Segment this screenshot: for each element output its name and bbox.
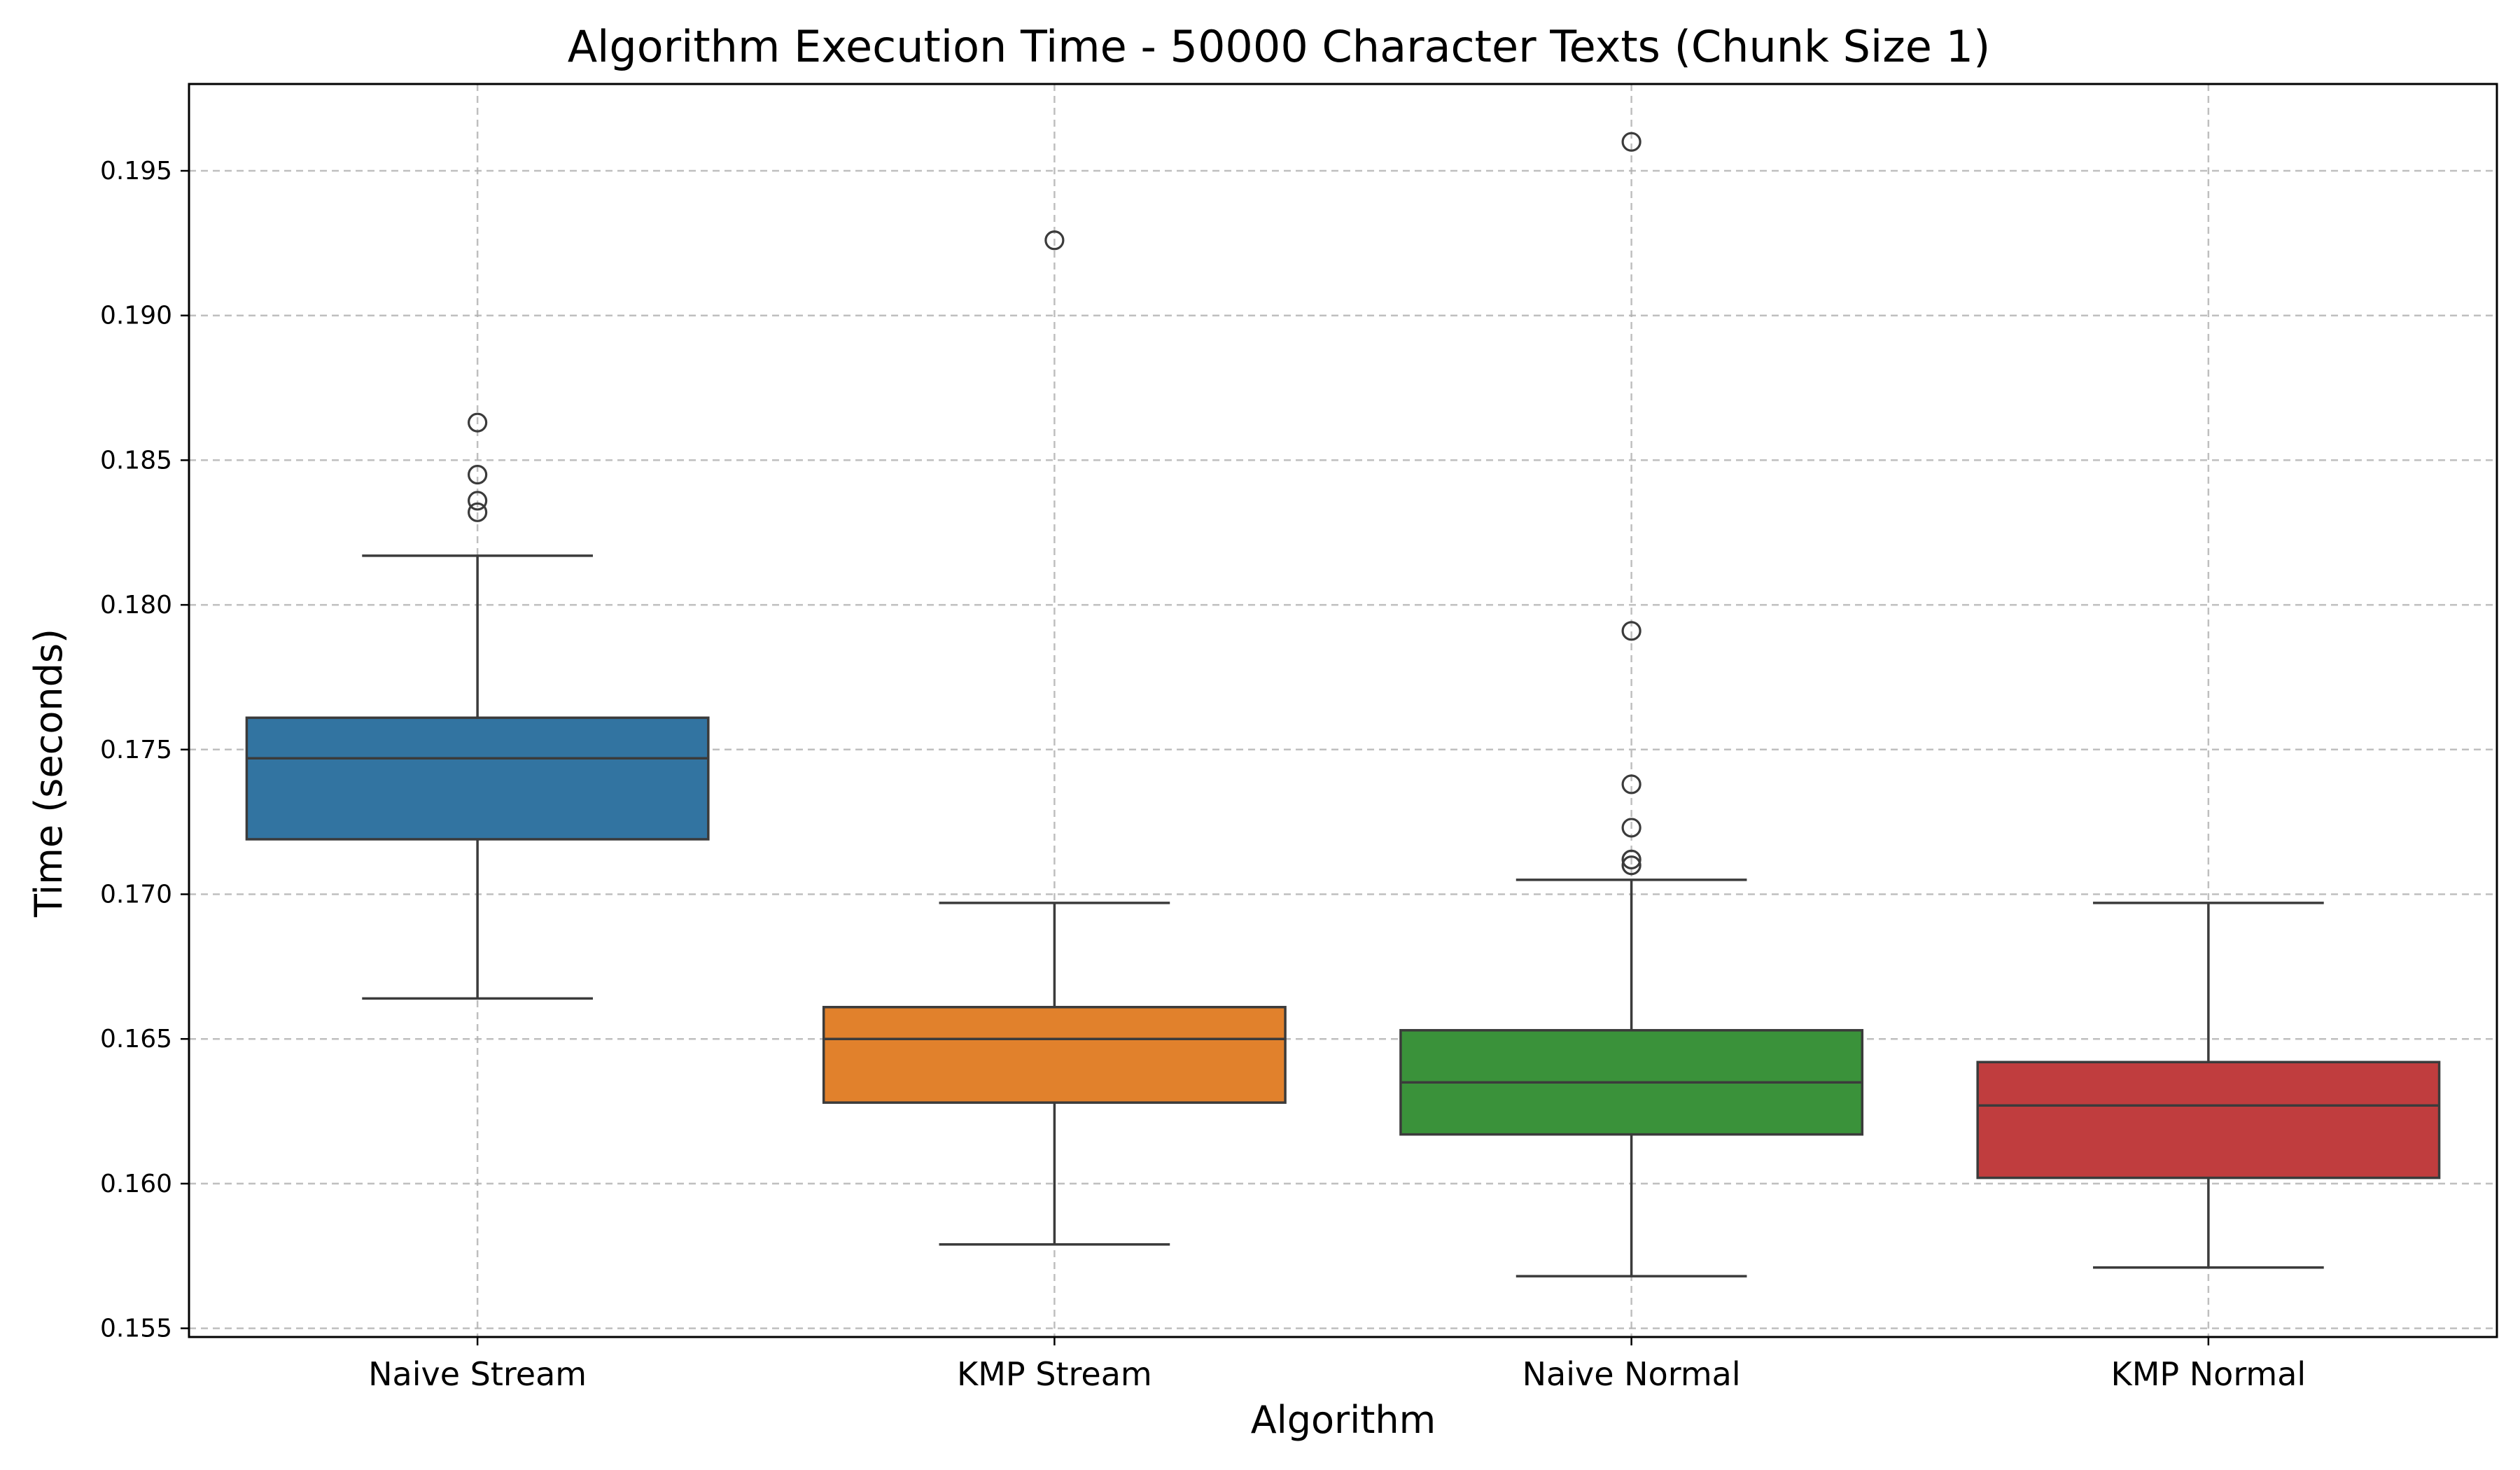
box-4	[1976, 902, 2441, 1269]
y-tick-label: 0.170	[100, 881, 172, 909]
x-tick-label: Naive Stream	[368, 1355, 587, 1393]
outlier-point	[1621, 774, 1642, 794]
plot-frame	[188, 83, 2498, 1338]
outlier-point	[468, 502, 488, 522]
box-3	[1399, 132, 1864, 1278]
outlier-point	[468, 491, 488, 511]
y-tick-label: 0.195	[100, 157, 172, 186]
y-axis-label: Time (seconds)	[27, 629, 71, 918]
outlier-point	[1044, 230, 1065, 251]
y-tick-label: 0.180	[100, 591, 172, 620]
outlier-point	[1621, 849, 1642, 869]
outlier-point	[468, 464, 488, 485]
iqr-box	[1976, 1060, 2441, 1180]
axes: 0.155 0.160 0.165 0.170 0.175 0.180 0.185 0.190…	[100, 83, 2498, 1393]
box-1	[245, 412, 710, 1000]
y-tick-label: 0.190	[100, 302, 172, 330]
iqr-box	[822, 1005, 1287, 1104]
outlier-point	[1621, 818, 1642, 838]
chart-title: Algorithm Execution Time - 50000 Charact…	[568, 21, 1991, 72]
y-tick-label: 0.160	[100, 1170, 172, 1198]
x-axis-label: Algorithm	[1251, 1398, 1436, 1442]
x-tick-label: KMP Normal	[2111, 1355, 2306, 1393]
outlier-point	[468, 412, 488, 433]
iqr-box	[245, 716, 710, 841]
y-tick-label: 0.175	[100, 736, 172, 764]
outlier-point	[1621, 855, 1642, 876]
x-tick-label: Naive Normal	[1522, 1355, 1741, 1393]
boxes	[245, 132, 2441, 1278]
y-tick-label: 0.155	[100, 1315, 172, 1343]
grid	[189, 84, 2497, 1337]
y-tick-label: 0.185	[100, 446, 172, 475]
outlier-point	[1621, 132, 1642, 152]
x-tick-label: KMP Stream	[957, 1355, 1152, 1393]
y-tick-label: 0.165	[100, 1025, 172, 1054]
box-2	[822, 230, 1287, 1246]
outlier-point	[1621, 621, 1642, 641]
